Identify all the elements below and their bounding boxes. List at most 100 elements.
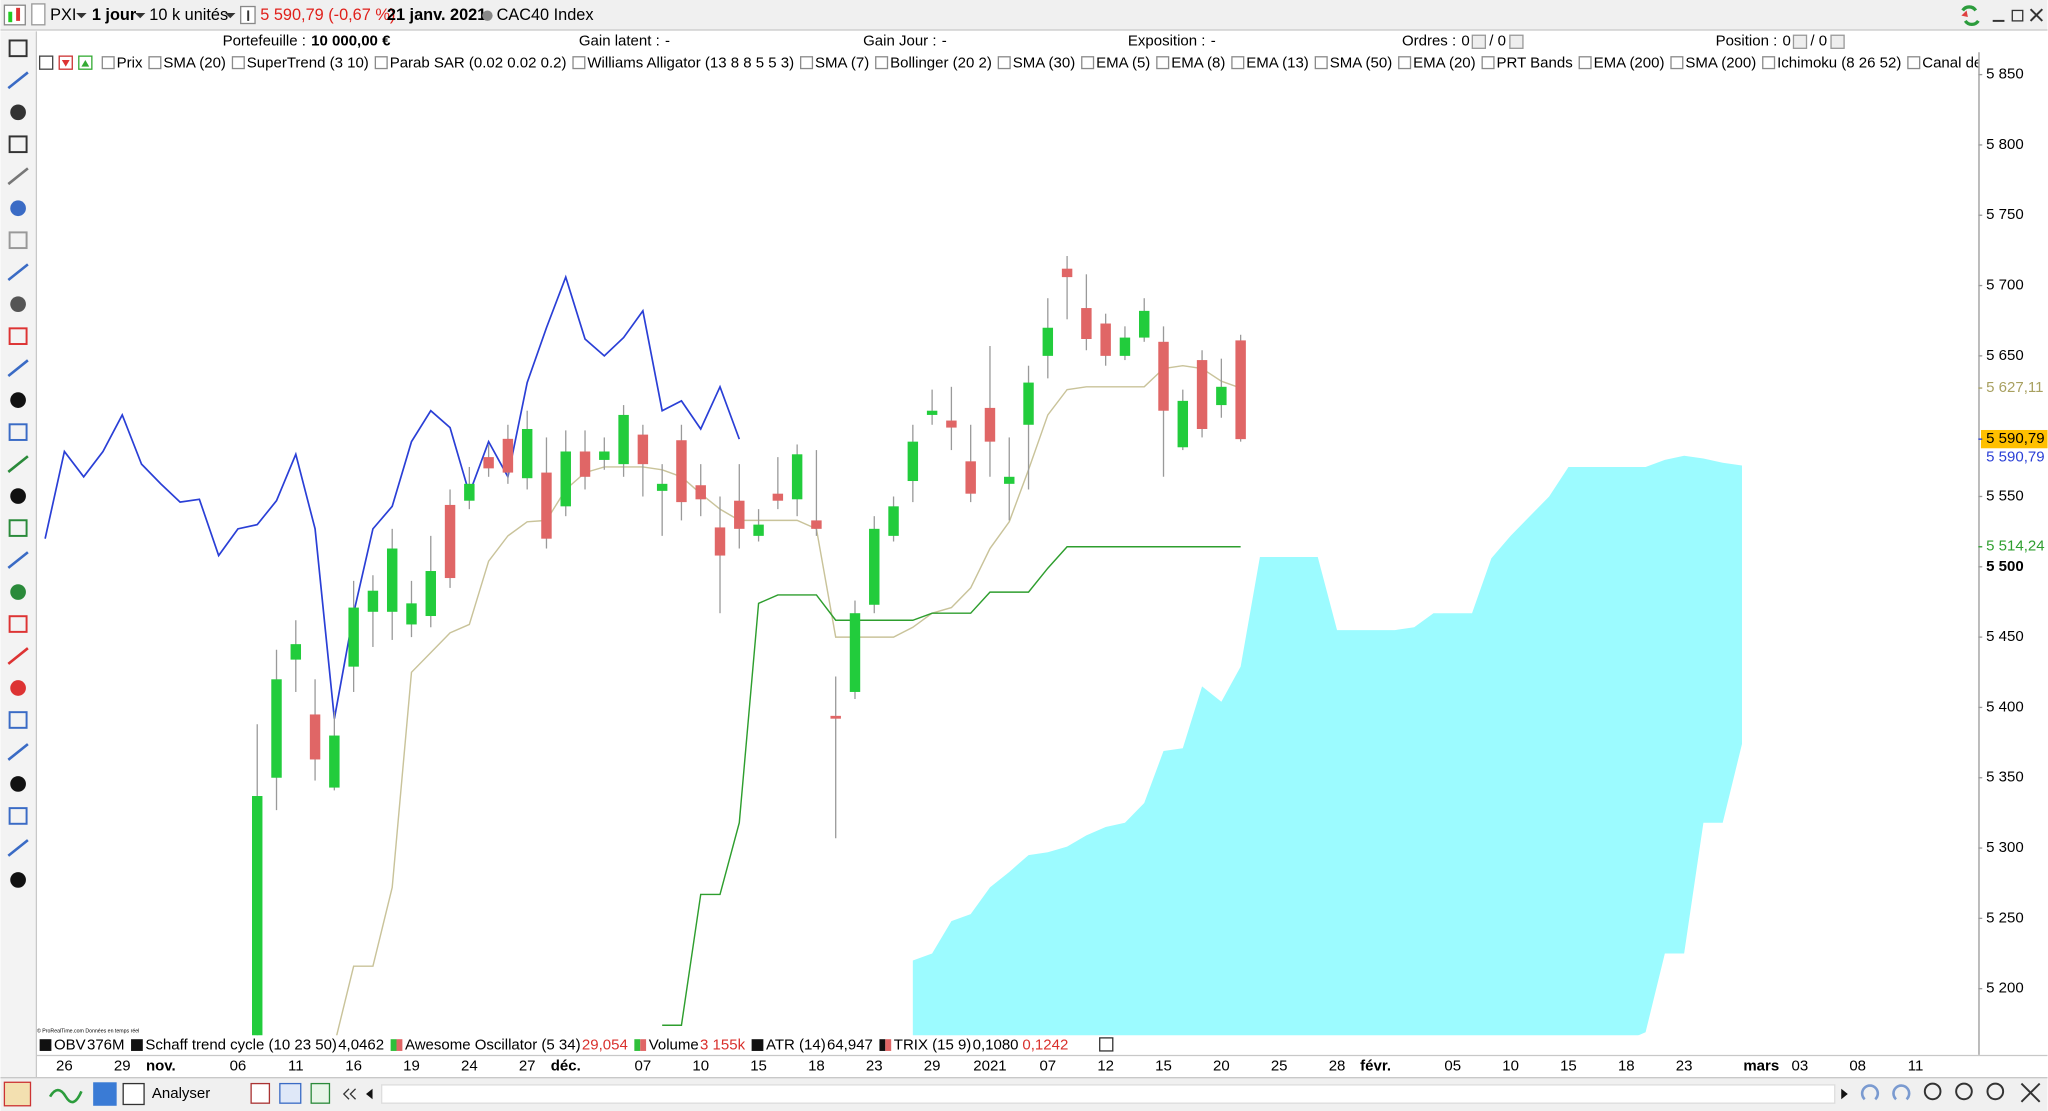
- tool-button[interactable]: [10, 680, 26, 696]
- lower-indicator-box[interactable]: [640, 1039, 647, 1051]
- window-icon[interactable]: [38, 55, 54, 70]
- tool-button[interactable]: [8, 615, 28, 633]
- dropdown-arrow[interactable]: [76, 13, 87, 19]
- lower-indicator-box[interactable]: [751, 1039, 764, 1051]
- indicator-checkbox[interactable]: [875, 56, 889, 70]
- tool-button[interactable]: [7, 839, 29, 857]
- units[interactable]: 10 k unités: [149, 6, 228, 24]
- tool-button[interactable]: [8, 135, 28, 154]
- indicator-checkbox[interactable]: [1398, 56, 1412, 70]
- indicator-checkbox[interactable]: [997, 56, 1011, 70]
- scrollbar[interactable]: [381, 1084, 1836, 1104]
- lower-indicator-name[interactable]: Awesome Oscillator (5 34): [405, 1037, 581, 1054]
- tool-button[interactable]: [310, 1082, 331, 1104]
- indicator-checkbox[interactable]: [148, 56, 162, 70]
- close-button[interactable]: [2029, 8, 2044, 22]
- lower-indicator-box[interactable]: [885, 1039, 892, 1051]
- indicator-label[interactable]: Bollinger (20 2): [890, 54, 992, 71]
- indicator-checkbox[interactable]: [1907, 56, 1921, 70]
- tool-button[interactable]: [7, 71, 29, 90]
- tool-button[interactable]: [10, 200, 26, 217]
- indicator-label[interactable]: SMA (20): [163, 54, 226, 71]
- indicator-label[interactable]: Prix: [117, 54, 143, 71]
- indicator-label[interactable]: Williams Alligator (13 8 8 5 5 3): [587, 54, 794, 71]
- lower-indicator-box[interactable]: [39, 1039, 52, 1051]
- account-checkbox[interactable]: [1830, 34, 1845, 49]
- lower-indicator-box[interactable]: [131, 1039, 143, 1051]
- tool-button[interactable]: [10, 392, 26, 408]
- tool-button[interactable]: [8, 711, 28, 729]
- tool-button[interactable]: [10, 584, 26, 600]
- tool-button[interactable]: [8, 519, 28, 537]
- indicator-label[interactable]: EMA (20): [1413, 54, 1476, 71]
- lower-indicator-name[interactable]: Volume: [649, 1037, 699, 1054]
- app-icon[interactable]: [3, 4, 26, 26]
- indicator-label[interactable]: Ichimoku (8 26 52): [1777, 54, 1901, 71]
- indicator-checkbox[interactable]: [1231, 56, 1245, 70]
- account-checkbox[interactable]: [1509, 34, 1524, 49]
- lower-indicator-box[interactable]: [879, 1039, 886, 1051]
- redo-button[interactable]: [1892, 1084, 1911, 1101]
- indicator-checkbox[interactable]: [101, 56, 115, 70]
- collapse-button[interactable]: [342, 1088, 357, 1100]
- tool-button[interactable]: [7, 455, 29, 473]
- tool-button[interactable]: [7, 647, 29, 665]
- indicator-checkbox[interactable]: [800, 56, 814, 70]
- account-checkbox[interactable]: [1792, 34, 1808, 49]
- tool-button[interactable]: [7, 551, 29, 569]
- indicator-label[interactable]: EMA (8): [1171, 54, 1225, 71]
- tool-button[interactable]: [8, 423, 28, 441]
- symbol-icon[interactable]: [31, 3, 46, 26]
- indicator-label[interactable]: SMA (7): [815, 54, 869, 71]
- tool-button[interactable]: [10, 776, 26, 792]
- indicator-label[interactable]: SMA (200): [1685, 54, 1756, 71]
- indicator-checkbox[interactable]: [572, 56, 586, 70]
- indicator-label[interactable]: EMA (5): [1096, 54, 1150, 71]
- restore-button[interactable]: [2011, 9, 2024, 22]
- indicator-checkbox[interactable]: [1481, 56, 1495, 70]
- indicator-label[interactable]: PRT Bands: [1497, 54, 1573, 71]
- zoom-in-button[interactable]: [1986, 1082, 2005, 1101]
- analyser-button[interactable]: Analyser: [152, 1085, 210, 1102]
- tool-button[interactable]: [8, 39, 28, 58]
- settings-button[interactable]: [2020, 1082, 2041, 1103]
- tool-button[interactable]: [7, 743, 29, 761]
- scroll-right[interactable]: [1841, 1088, 1848, 1100]
- zoom-out-button[interactable]: [1955, 1082, 1973, 1101]
- period[interactable]: 1 jour: [92, 6, 137, 24]
- symbol[interactable]: PXI: [50, 6, 76, 24]
- lower-indicator-box[interactable]: [390, 1039, 397, 1051]
- indicator-label[interactable]: Parab SAR (0.02 0.02 0.2): [390, 54, 567, 71]
- lower-indicator-name[interactable]: TRIX (15 9): [894, 1037, 972, 1054]
- tool-button[interactable]: [7, 263, 29, 282]
- indicator-label[interactable]: SMA (30): [1013, 54, 1076, 71]
- tool-button[interactable]: [8, 807, 28, 825]
- zoom-fit-button[interactable]: [1923, 1082, 1942, 1101]
- indicator-checkbox[interactable]: [374, 56, 388, 70]
- indicator-label[interactable]: EMA (200): [1594, 54, 1665, 71]
- indicator-checkbox[interactable]: [231, 56, 245, 70]
- share-button[interactable]: [93, 1082, 117, 1106]
- indicator-checkbox[interactable]: [1156, 56, 1170, 70]
- tool-button[interactable]: [10, 104, 26, 121]
- indicator-checkbox[interactable]: [1762, 56, 1776, 70]
- tool-button[interactable]: [10, 872, 26, 888]
- indicator-button[interactable]: [48, 1088, 83, 1104]
- tool-button[interactable]: [7, 359, 29, 378]
- lower-indicator-window-icon[interactable]: [1099, 1037, 1114, 1052]
- lower-indicator-box[interactable]: [396, 1039, 403, 1051]
- tool-button[interactable]: [250, 1082, 271, 1104]
- lower-indicator-box[interactable]: [634, 1039, 641, 1051]
- lower-indicator-name[interactable]: ATR (14): [766, 1037, 826, 1054]
- account-checkbox[interactable]: [1471, 34, 1487, 49]
- indicator-checkbox[interactable]: [1578, 56, 1592, 70]
- indicator-checkbox[interactable]: [1314, 56, 1328, 70]
- indicator-checkbox[interactable]: [1670, 56, 1684, 70]
- scroll-left[interactable]: [366, 1088, 373, 1100]
- indicator-label[interactable]: SMA (50): [1330, 54, 1393, 71]
- tool-button[interactable]: [8, 231, 28, 250]
- tool-button[interactable]: [8, 327, 28, 345]
- indicator-label[interactable]: Canal de Don: [1922, 54, 2014, 71]
- tool-button[interactable]: [10, 488, 26, 504]
- lower-indicator-name[interactable]: Schaff trend cycle (10 23 50): [145, 1037, 337, 1054]
